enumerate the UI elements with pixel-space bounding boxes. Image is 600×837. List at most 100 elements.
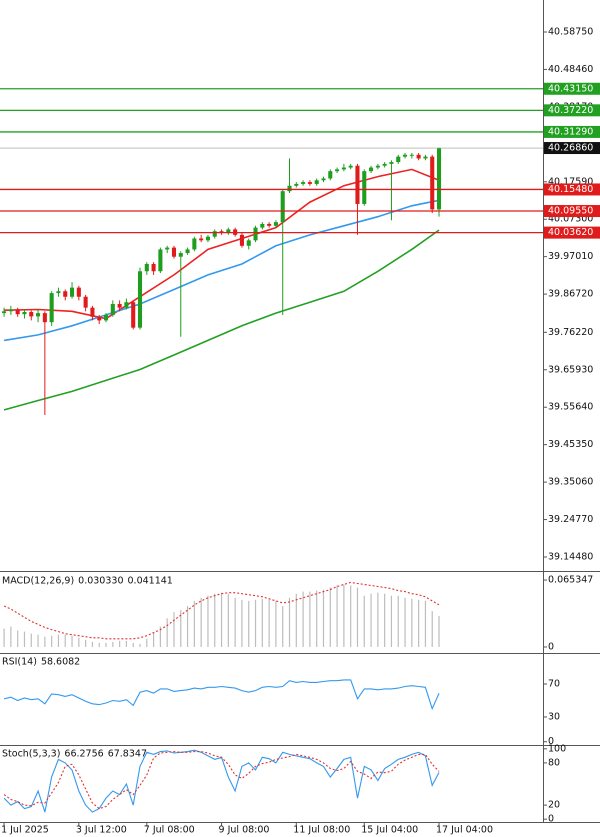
candle-body [273,222,278,226]
y-tick-label: 100 [548,743,566,754]
histogram-bar [384,593,386,647]
histogram-bar [343,584,345,647]
candle-body [409,154,414,156]
indicator-line [3,751,440,810]
histogram-bar [146,638,148,647]
candle-body [29,312,34,317]
candle-body [348,165,353,168]
candle-body [83,296,88,308]
histogram-bar [268,599,270,647]
histogram-bar [411,598,413,647]
candle-body [287,185,292,192]
level-label: 40.31290 [548,126,593,137]
candle-body [90,307,95,317]
y-tick-label: 39.97010 [548,251,593,262]
candle-body [416,154,421,159]
candle-body [436,148,442,210]
histogram-bar [390,595,393,647]
y-tick-label: 20 [548,800,560,811]
candle-body [63,291,68,297]
histogram-bar [125,640,128,647]
candle-body [42,313,47,323]
candle-body [76,287,81,297]
histogram-bar [159,626,161,647]
y-tick-label: 39.76220 [548,327,593,338]
indicator-reading: 66.2756 [64,749,103,760]
histogram-bar [309,591,311,647]
histogram-bar [316,590,318,647]
candle-body [430,156,435,210]
level-label-box [544,226,600,239]
candle-body [192,238,197,250]
histogram-bar [37,634,39,647]
histogram-bar [105,642,107,647]
histogram-bar [112,641,114,647]
candle-body [212,231,217,237]
candle-body [117,304,122,308]
histogram-bar [350,585,352,647]
histogram-bar [288,597,291,647]
histogram-bar [85,639,87,647]
indicator-reading: 58.6082 [41,657,80,668]
histogram-bar [119,640,121,647]
histogram-bar [78,637,80,647]
histogram-bar [44,636,46,647]
histogram-bar [3,628,5,647]
indicator-reading: 0.030330 [78,576,123,587]
price-plot [2,147,442,416]
histogram-bar [377,592,379,647]
candle-body [301,182,306,184]
x-tick-label: 7 Jul 08:00 [144,825,195,836]
histogram-bar [329,587,331,647]
histogram-bar [166,618,168,647]
candle-body [314,180,319,184]
histogram-bar [220,592,223,647]
histogram-bar [275,600,277,647]
histogram-bar [322,589,325,647]
y-tick-label: 39.24770 [548,514,593,525]
indicator-reading: 0.041141 [128,576,173,587]
candle-body [103,314,109,321]
candle-body [362,171,367,204]
y-tick-label: 40.58750 [548,26,593,37]
candle-body [226,229,231,234]
y-tick-label: 39.55640 [548,402,593,413]
histogram-bar [438,615,440,647]
histogram-bar [363,595,365,647]
indicator-name: Stoch(5,3,3) [2,749,60,760]
moving-average [3,199,440,342]
histogram-bar [431,611,433,647]
y-tick-label: 40.48460 [548,64,593,75]
histogram-bar [30,633,32,647]
histogram-bar [254,599,257,647]
y-tick-label: 0 [548,736,554,747]
y-tick-label: 0 [548,814,554,825]
candle-body [396,156,401,163]
y-tick-label: 39.35060 [548,477,593,488]
last-price-label: 40.26860 [548,143,593,154]
histogram-bar [173,612,175,647]
level-label: 40.03620 [548,227,593,238]
histogram-bar [71,635,73,647]
x-tick-label: 15 Jul 04:00 [361,825,418,836]
candle-body [389,162,394,164]
histogram-bar [51,635,53,647]
indicator-name: MACD(12,26,9) [2,576,74,587]
candle-body [253,227,258,241]
histogram-bar [132,642,134,647]
candle-body [260,223,265,228]
histogram-bar [370,593,372,647]
histogram-bar [418,599,420,647]
histogram-bar [234,597,236,647]
histogram-bar [186,605,189,647]
moving-average [3,229,440,411]
indicator-line [3,581,440,640]
level-label: 40.43150 [548,83,593,94]
candle-body [355,165,360,204]
histogram-bar [302,591,304,647]
y-tick-label: 0 [548,641,554,652]
level-label: 40.37220 [548,105,593,116]
histogram-bar [241,599,243,647]
